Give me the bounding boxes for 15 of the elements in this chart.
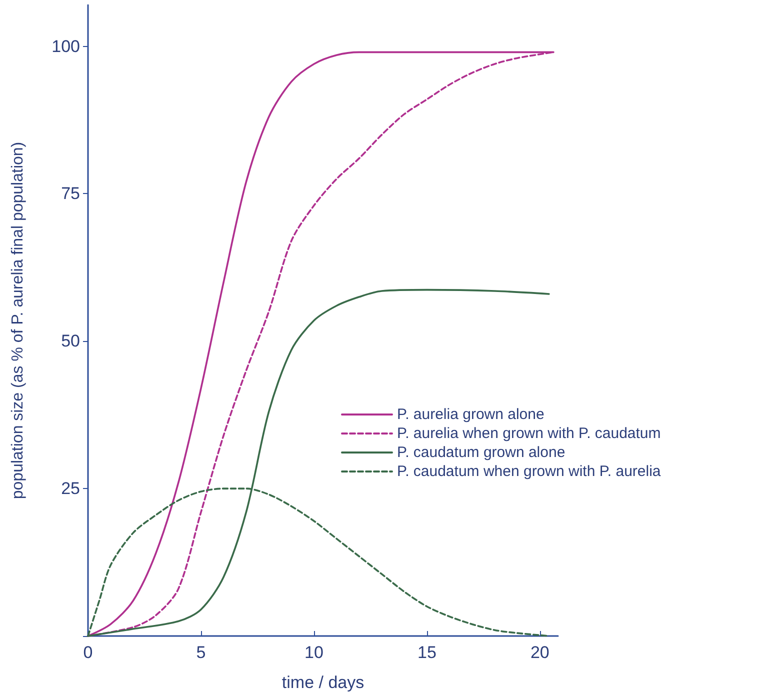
x-tick-label: 0: [83, 643, 93, 662]
y-tick-label: 75: [61, 184, 80, 204]
x-tick-label: 5: [196, 643, 206, 662]
y-axis-title: population size (as % of P. aurelia final population): [10, 142, 26, 500]
x-axis-title: time / days: [282, 673, 364, 692]
y-tick-label: 25: [61, 479, 80, 498]
legend-label: P. caudatum grown alone: [397, 444, 566, 461]
x-tick-label: 10: [304, 643, 324, 662]
legend-label: P. caudatum when grown with P. aurelia: [397, 463, 662, 480]
y-tick-label: 50: [61, 332, 80, 351]
x-tick-label: 15: [417, 643, 436, 662]
x-tick-label: 20: [530, 643, 550, 662]
y-tick-label: 100: [52, 36, 80, 56]
legend-label: P. aurelia grown alone: [397, 406, 544, 423]
legend-label: P. aurelia when grown with P. caudatum: [397, 425, 661, 442]
